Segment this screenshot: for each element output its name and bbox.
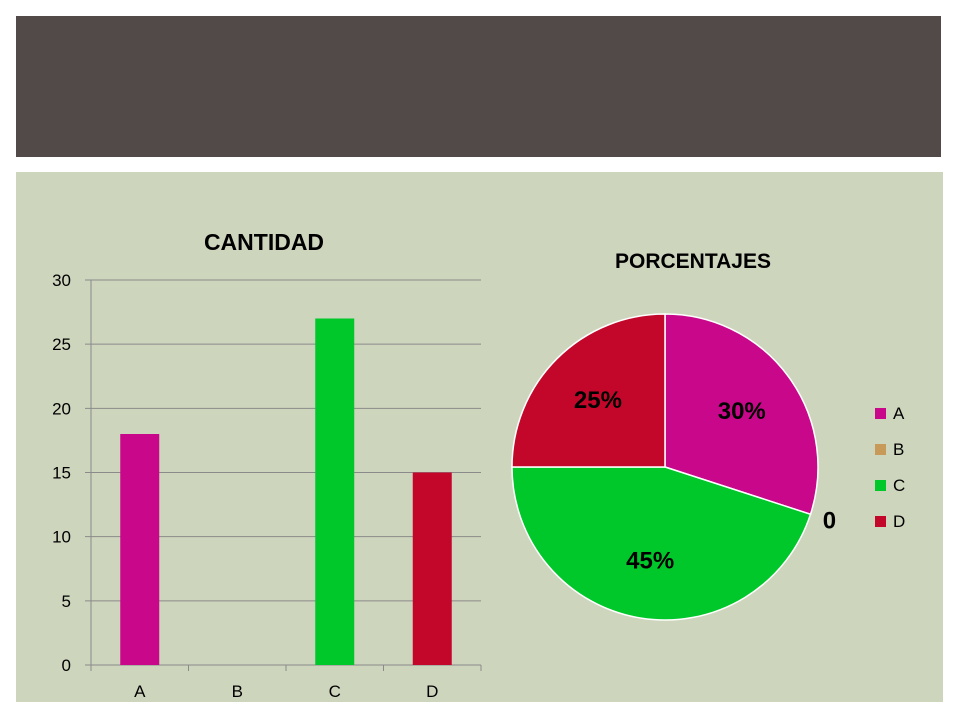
x-tick-label: C	[329, 682, 341, 701]
pie-chart-title: PORCENTAJES	[615, 250, 771, 273]
y-tick-label: 0	[62, 656, 71, 675]
pie-chart-slices	[511, 313, 819, 621]
slide-title-band	[16, 16, 941, 157]
bar-chart-title: CANTIDAD	[204, 229, 324, 255]
y-tick-label: 15	[52, 464, 71, 483]
y-tick-label: 25	[52, 335, 71, 354]
y-tick-label: 20	[52, 399, 71, 418]
legend-label-c: C	[893, 476, 905, 495]
bar-chart: CANTIDAD 0 5 10 15 20 25 30 A B C D	[52, 229, 482, 701]
x-tick-label: D	[426, 682, 438, 701]
bar-chart-x-ticks: A B C D	[134, 682, 438, 701]
bar-d	[412, 472, 452, 665]
y-tick-label: 30	[52, 271, 71, 290]
pie-data-label: 25%	[574, 387, 622, 414]
legend-label-b: B	[893, 440, 904, 459]
x-tick-label: A	[134, 682, 146, 701]
bar-chart-bars	[120, 318, 452, 665]
pie-chart-data-labels: 30% 0 45% 25%	[574, 387, 836, 575]
y-tick-label: 5	[62, 592, 71, 611]
legend-label-d: D	[893, 512, 905, 531]
legend-swatch-d	[875, 516, 886, 527]
legend-label-a: A	[893, 404, 905, 423]
pie-data-label: 30%	[718, 398, 766, 425]
legend-swatch-c	[875, 480, 886, 491]
bar-chart-y-ticks: 0 5 10 15 20 25 30	[52, 271, 71, 675]
legend-swatch-a	[875, 408, 886, 419]
x-tick-label: B	[232, 682, 243, 701]
pie-slice-d	[511, 313, 666, 468]
bar-c	[315, 318, 355, 665]
pie-slice-a	[664, 313, 819, 516]
pie-data-label: 45%	[626, 548, 674, 575]
bar-a	[120, 434, 160, 665]
pie-data-label: 0	[823, 507, 836, 534]
legend-swatch-b	[875, 444, 886, 455]
pie-slice-c	[511, 466, 812, 621]
y-tick-label: 10	[52, 528, 71, 547]
